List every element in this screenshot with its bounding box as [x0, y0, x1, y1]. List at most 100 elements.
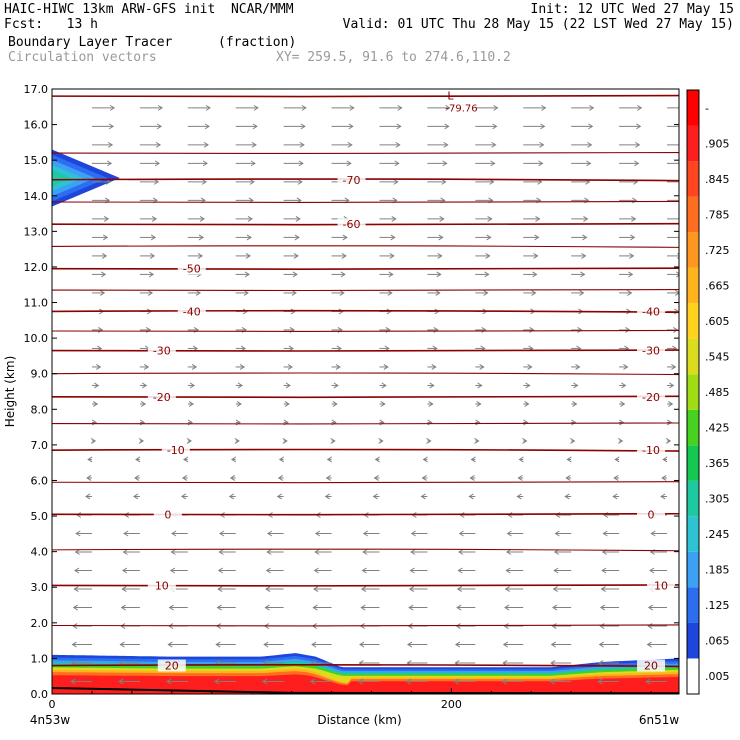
circulation-vector-head — [421, 475, 427, 481]
circulation-vector-head — [217, 586, 223, 592]
contour-label-bg — [153, 508, 182, 521]
circulation-vector-head — [357, 678, 364, 685]
circulation-vector-head — [85, 493, 91, 500]
circulation-vector-head — [324, 493, 330, 500]
circulation-vector-head — [349, 104, 355, 111]
contour-label: -20 — [642, 391, 660, 404]
circulation-vector-head — [625, 327, 631, 333]
circulation-vector-head — [646, 641, 652, 648]
circulation-vector-head — [533, 252, 539, 259]
circulation-vector-head — [246, 234, 252, 241]
circulation-vector-head — [570, 438, 576, 444]
circulation-vector-head — [147, 289, 154, 296]
circulation-vector-head — [397, 104, 403, 111]
circulation-vector-head — [599, 623, 605, 629]
circulation-vector-head — [347, 141, 353, 148]
circulation-vector-head — [292, 271, 298, 278]
circulation-vector-head — [106, 160, 113, 167]
colorbar-label: .185 — [705, 564, 730, 577]
circulation-vector-head — [486, 234, 492, 241]
circulation-vector-head — [389, 252, 395, 259]
circulation-vector-head — [102, 234, 109, 241]
circulation-vector-head — [645, 678, 651, 685]
colorbar-label: .785 — [705, 208, 730, 221]
circulation-vector-head — [140, 401, 147, 407]
circulation-vector-head — [680, 198, 684, 203]
circulation-vector-head — [291, 289, 297, 296]
colorbar-label: .905 — [705, 137, 730, 150]
circulation-vector-head — [251, 141, 257, 148]
x-end-label-right: 6n51w — [639, 713, 680, 727]
y-tick-label: 0.0 — [31, 688, 49, 701]
circulation-vector-head — [340, 271, 346, 278]
circulation-vector-head — [490, 160, 496, 167]
circulation-vector-head — [485, 252, 491, 259]
x-tick-label: 0 — [49, 698, 56, 711]
contour-label-bg — [147, 579, 176, 592]
circulation-vector-head — [301, 104, 307, 111]
circulation-vector-head — [265, 586, 271, 592]
circulation-vector-head — [285, 382, 291, 389]
circulation-vector-head — [551, 623, 557, 629]
circulation-vector-head — [501, 678, 507, 685]
field-name: Boundary Layer Tracer — [8, 35, 173, 50]
circulation-vector-head — [426, 438, 432, 444]
contour-label-bg — [637, 444, 666, 457]
y-tick-label: 15.0 — [24, 154, 49, 167]
circulation-vector-head — [348, 123, 354, 130]
circulation-vector-head — [99, 289, 106, 296]
circulation-vector-head — [294, 234, 300, 241]
contour-label: -40 — [642, 305, 660, 318]
circulation-vector-head — [151, 215, 158, 222]
contour-label: -70 — [343, 174, 361, 187]
circulation-vector-head — [668, 401, 674, 407]
circulation-vector-head — [456, 586, 463, 592]
y-tick-label: 2.0 — [31, 617, 49, 630]
circulation-vector-head — [554, 530, 560, 537]
circulation-vector-head — [481, 327, 487, 333]
circulation-vector-head — [101, 252, 108, 259]
circulation-vector-head — [676, 271, 679, 278]
colorbar-swatch — [687, 622, 699, 659]
circulation-vector-head — [360, 604, 366, 611]
circulation-vector-head — [580, 271, 586, 278]
circulation-vector-head — [667, 419, 673, 426]
circulation-vector-head — [314, 549, 320, 555]
circulation-vector-head — [149, 252, 156, 259]
contour-label-bg — [177, 305, 206, 318]
circulation-vector-head — [405, 678, 411, 685]
vector-label: Circulation vectors — [8, 50, 157, 65]
circulation-vector-head — [299, 141, 305, 148]
contour-label-bg — [161, 444, 190, 457]
circulation-vector-head — [458, 530, 464, 537]
circulation-vector-head — [588, 123, 594, 130]
circulation-vector-head — [372, 493, 378, 500]
circulation-vector-head — [442, 160, 448, 167]
colorbar-swatch — [687, 374, 699, 410]
colorbar-swatch — [687, 196, 699, 233]
circulation-vector-head — [120, 604, 126, 611]
circulation-vector-head — [378, 438, 384, 444]
circulation-vector-head — [362, 549, 368, 555]
circulation-vector-head — [171, 530, 177, 537]
circulation-vector-head — [205, 104, 211, 111]
circulation-vector-head — [681, 179, 685, 184]
circulation-vector-head — [679, 216, 683, 221]
circulation-vector-head — [395, 141, 401, 148]
temperature-contour — [52, 448, 679, 452]
contour-label-bg — [637, 305, 666, 318]
circulation-vector-head — [359, 641, 365, 648]
contour-label: 20 — [165, 660, 179, 673]
circulation-vector-head — [541, 104, 547, 111]
y-tick-label: 13.0 — [24, 225, 49, 238]
circulation-vector-head — [470, 456, 476, 463]
circulation-vector-head — [333, 382, 339, 389]
circulation-vector-head — [602, 530, 608, 537]
circulation-vector-head — [261, 678, 268, 685]
circulation-vector-head — [437, 252, 443, 259]
circulation-vector-head — [627, 289, 633, 296]
circulation-vector-head — [550, 660, 556, 666]
contour-label: -50 — [183, 263, 201, 276]
contour-label: 0 — [648, 508, 655, 521]
circulation-vector-head — [505, 567, 511, 574]
